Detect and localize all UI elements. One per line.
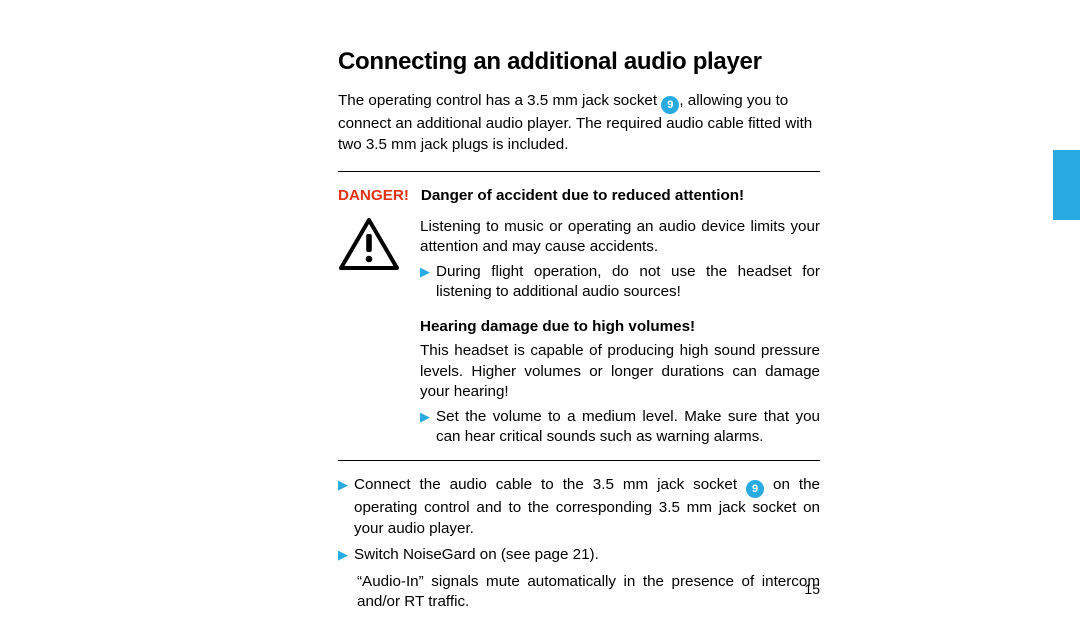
warn1-title: Danger of accident due to reduced attent… (421, 186, 820, 207)
danger-callout-body: Danger of accident due to reduced attent… (421, 186, 820, 211)
danger-label: DANGER! (338, 186, 409, 207)
triangle-bullet-icon: ▶ (420, 407, 430, 448)
instr-1-text: Connect the audio cable to the 3.5 mm ja… (354, 475, 820, 539)
reference-circle-9: 9 (746, 480, 764, 498)
warning-triangle-icon (338, 217, 408, 271)
warn2-title: Hearing damage due to high volumes! (420, 317, 820, 338)
triangle-bullet-icon: ▶ (420, 262, 430, 303)
reference-circle-9: 9 (661, 96, 679, 114)
warn2-block: Hearing damage due to high volumes! This… (338, 317, 820, 448)
section-side-tab (1053, 150, 1080, 220)
page-heading: Connecting an additional audio player (338, 48, 820, 77)
triangle-bullet-icon: ▶ (338, 545, 348, 566)
page-number: 15 (804, 581, 820, 597)
danger-callout: DANGER! Danger of accident due to reduce… (338, 172, 820, 211)
warn1-bullet: ▶ During flight operation, do not use th… (420, 262, 820, 303)
rule-bottom (338, 460, 820, 461)
intro-paragraph: The operating control has a 3.5 mm jack … (338, 91, 820, 155)
instr-2: ▶ Switch NoiseGard on (see page 21). (338, 545, 820, 566)
warn2-bullet-text: Set the volume to a medium level. Make s… (436, 407, 820, 448)
warn1-block: Listening to music or operating an audio… (338, 217, 820, 307)
warn2-text: This headset is capable of producing hig… (420, 341, 820, 403)
warn1-text: Listening to music or operating an audio… (420, 217, 820, 258)
instr1-pre: Connect the audio cable to the 3.5 mm ja… (354, 476, 746, 493)
warn1-bullet-text: During flight operation, do not use the … (436, 262, 820, 303)
document-page: Connecting an additional audio player Th… (0, 0, 1080, 617)
intro-text-pre: The operating control has a 3.5 mm jack … (338, 92, 661, 109)
instr-1: ▶ Connect the audio cable to the 3.5 mm … (338, 475, 820, 539)
warn1-body: Listening to music or operating an audio… (420, 217, 820, 307)
triangle-bullet-icon: ▶ (338, 475, 348, 539)
instr-2-follow: “Audio-In” signals mute automatically in… (338, 572, 820, 613)
warn2-bullet: ▶ Set the volume to a medium level. Make… (420, 407, 820, 448)
instructions-block: ▶ Connect the audio cable to the 3.5 mm … (338, 475, 820, 613)
instr-2-text: Switch NoiseGard on (see page 21). (354, 545, 820, 566)
